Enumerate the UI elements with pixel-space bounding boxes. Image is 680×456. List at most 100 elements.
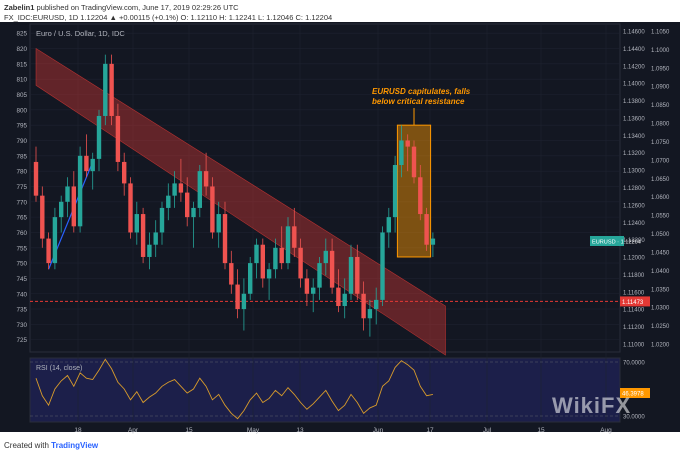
candle-body	[84, 155, 89, 172]
annotation-line-2: below critical resistance	[372, 97, 465, 106]
rsi-value-badge	[620, 388, 650, 398]
candle-body	[348, 256, 354, 294]
candle-body	[430, 238, 436, 245]
support-badge	[620, 296, 650, 307]
last-price-badge	[590, 236, 624, 246]
candle-body	[216, 214, 221, 233]
x-axis-tick: 15	[185, 427, 193, 434]
left-axis-tick: 730	[16, 322, 27, 329]
candle-body	[304, 278, 310, 294]
secondary-axis-tick: 1.0300	[651, 306, 670, 312]
left-axis-tick: 810	[16, 77, 27, 84]
secondary-axis-tick: 1.0900	[651, 85, 670, 91]
candle-body	[235, 284, 240, 310]
candle-body	[374, 299, 379, 310]
rsi-title: RSI (14, close)	[36, 365, 82, 372]
chart-title: Euro / U.S. Dollar, 1D, IDC	[36, 29, 125, 38]
price-axis-tick: 1.14200	[623, 64, 645, 70]
price-axis-tick: 1.13200	[623, 151, 645, 157]
price-axis-tick: 1.11200	[623, 325, 645, 331]
price-axis-tick: 1.12800	[623, 186, 645, 192]
candle-body	[52, 217, 58, 264]
secondary-axis-tick: 1.0700	[651, 158, 670, 164]
candle-body	[418, 177, 423, 215]
footer-brand[interactable]: TradingView	[51, 441, 99, 450]
secondary-axis-tick: 1.0500	[651, 232, 670, 238]
candle-body	[185, 192, 190, 218]
left-axis-tick: 790	[16, 138, 27, 145]
left-axis-tick: 805	[16, 92, 27, 99]
price-axis-tick: 1.13400	[623, 134, 645, 140]
x-axis-tick: 13	[296, 427, 304, 434]
annotation-line-1: EURUSD capitulates, falls	[372, 87, 471, 96]
descending-channel	[35, 47, 446, 356]
candle-body	[210, 186, 215, 233]
x-axis-tick: 17	[426, 427, 434, 434]
left-axis-tick: 825	[16, 31, 27, 38]
candle-body	[298, 247, 303, 279]
candle-body	[355, 256, 360, 294]
candle-body	[279, 247, 284, 264]
candle-body	[254, 244, 259, 264]
price-axis-tick: 1.12400	[623, 221, 645, 227]
left-axis-tick: 740	[16, 291, 27, 298]
candle-body	[96, 115, 102, 159]
secondary-axis-tick: 1.0450	[651, 250, 670, 256]
price-axis-tick: 1.13800	[623, 99, 645, 105]
candle-body	[90, 158, 95, 172]
candle-body	[380, 232, 385, 300]
left-axis-tick: 785	[16, 153, 27, 160]
candle-body	[323, 250, 328, 264]
candle-body	[266, 269, 272, 279]
candle-body	[197, 171, 202, 208]
secondary-axis-tick: 1.0850	[651, 103, 670, 109]
rsi-axis-tick: 30.0000	[623, 415, 645, 421]
candle-body	[273, 247, 278, 270]
secondary-axis-tick: 1.0750	[651, 140, 670, 146]
candle-body	[285, 226, 291, 264]
candle-body	[46, 238, 51, 264]
author-name[interactable]: Zabelin1	[4, 3, 35, 12]
candle-body	[386, 217, 391, 233]
candle-body	[71, 186, 76, 227]
candle-body	[392, 165, 398, 218]
price-axis-tick: 1.13600	[623, 116, 645, 122]
left-axis-tick: 745	[16, 276, 27, 283]
candle-body	[59, 201, 64, 218]
candle-body	[140, 214, 146, 257]
secondary-axis-tick: 1.0550	[651, 214, 670, 220]
left-axis-tick: 800	[16, 107, 27, 114]
secondary-axis-tick: 1.0200	[651, 343, 670, 349]
candle-body	[424, 214, 429, 245]
candle-body	[153, 232, 158, 245]
footer: Created with TradingView	[4, 441, 98, 450]
candle-body	[122, 161, 127, 184]
candle-body	[260, 244, 265, 279]
candle-body	[399, 140, 404, 166]
secondary-axis-tick: 1.1000	[651, 48, 670, 54]
price-axis-tick: 1.12600	[623, 203, 645, 209]
price-axis-tick: 1.11000	[623, 343, 645, 349]
left-axis-tick: 725	[16, 337, 27, 344]
candle-body	[361, 293, 366, 319]
support-label: 1.11473	[622, 300, 644, 306]
secondary-axis-tick: 1.0350	[651, 287, 670, 293]
candle-body	[172, 183, 177, 196]
price-axis-tick: 1.12200	[623, 238, 645, 244]
price-axis-tick: 1.14400	[623, 47, 645, 53]
secondary-axis-tick: 1.0250	[651, 324, 670, 330]
x-axis-tick: 18	[74, 427, 82, 434]
candle-body	[342, 293, 347, 307]
candle-body	[134, 214, 139, 233]
price-axis-tick: 1.11600	[623, 290, 645, 296]
footer-prefix: Created with	[4, 441, 52, 450]
last-price-label: EURUSD · 1.12204	[592, 240, 641, 246]
x-axis-tick: Jun	[373, 427, 384, 434]
candle-body	[178, 183, 184, 193]
candle-body	[329, 250, 335, 288]
secondary-axis-tick: 1.1050	[651, 30, 670, 36]
secondary-axis-tick: 1.0800	[651, 122, 670, 128]
price-axis-tick: 1.14600	[623, 30, 645, 36]
x-axis-tick: May	[247, 427, 260, 434]
